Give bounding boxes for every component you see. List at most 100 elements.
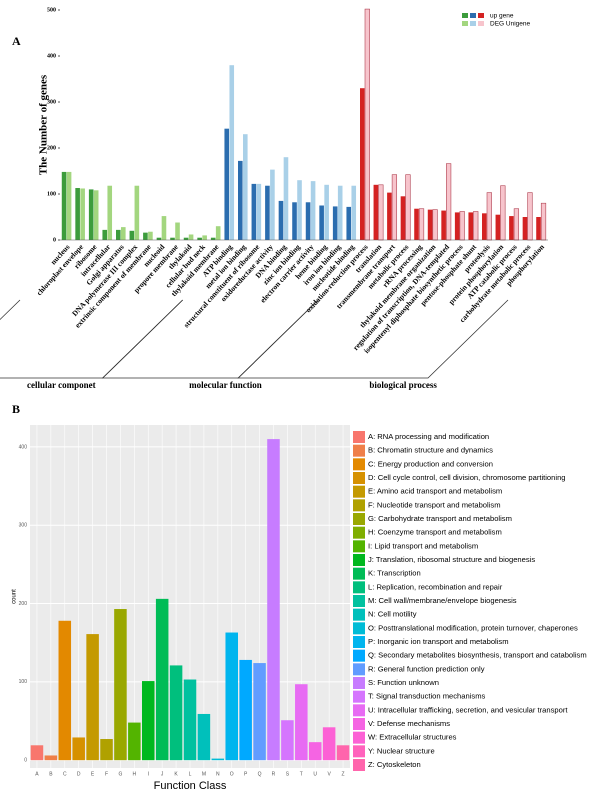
x-tick-label: U <box>313 771 317 777</box>
bar <box>432 209 438 241</box>
group-bracket <box>101 299 319 379</box>
bar <box>161 216 167 240</box>
bar <box>215 226 221 240</box>
legend-swatch <box>353 540 365 553</box>
bar <box>142 681 155 761</box>
legend-label: H: Coenzyme transport and metabolism <box>368 528 502 537</box>
legend-swatch <box>353 636 365 648</box>
y-tick-label: 500 <box>47 7 56 13</box>
bar <box>66 171 72 240</box>
legend-label: Z: Cytoskeleton <box>368 760 421 769</box>
bar <box>319 205 324 240</box>
legend-swatch <box>353 745 365 758</box>
bar <box>346 206 352 240</box>
x-tick-label: N <box>216 771 220 777</box>
legend-swatch <box>353 622 365 635</box>
bar <box>305 202 311 240</box>
bar <box>332 206 338 240</box>
legend-label: L: Replication, recombination and repair <box>368 582 503 591</box>
bar <box>270 169 275 240</box>
x-tick-label: G <box>118 771 122 777</box>
bar <box>229 65 235 240</box>
bar <box>513 208 520 241</box>
bar <box>58 620 72 761</box>
legend-label: C: Energy production and conversion <box>368 459 493 468</box>
bar <box>224 128 230 240</box>
bar <box>86 634 99 761</box>
bar <box>170 237 175 240</box>
bar <box>128 722 141 761</box>
legend-label: Q: Secondary metabolites biosynthesis, t… <box>368 651 587 660</box>
x-tick-label: O <box>230 771 234 777</box>
legend-swatch <box>353 718 365 730</box>
bar <box>391 174 398 241</box>
legend-swatch <box>353 526 365 539</box>
legend-label: A: RNA processing and modification <box>368 432 489 441</box>
legend-label: R: General function prediction only <box>368 664 485 673</box>
x-tick-label: B <box>49 771 53 777</box>
legend-label: E: Amino acid transport and metabolism <box>368 487 502 496</box>
y-axis-label: count <box>12 589 18 604</box>
bar <box>405 174 411 241</box>
legend-label: B: Chromatin structure and dynamics <box>368 446 493 455</box>
bar <box>134 185 140 240</box>
bar <box>495 214 501 240</box>
bar <box>148 231 153 240</box>
legend-label: P: Inorganic ion transport and metabolis… <box>368 637 509 646</box>
bar <box>427 209 433 240</box>
bar <box>30 745 44 761</box>
bar <box>324 184 329 240</box>
legend-label: T: Signal transduction mechanisms <box>368 692 486 701</box>
legend-label: up gene <box>490 13 514 20</box>
bar <box>156 237 162 240</box>
y-tick-label: 0 <box>53 237 56 243</box>
bar <box>175 222 180 240</box>
legend-label: V: Defense mechanisms <box>368 719 450 728</box>
bar <box>360 88 365 240</box>
y-axis-label: The Number of genes <box>38 74 50 175</box>
legend-swatch <box>462 13 468 18</box>
legend-swatch <box>353 567 365 580</box>
x-tick-label: C <box>63 771 67 777</box>
bar <box>473 211 479 241</box>
legend-label: K: Transcription <box>368 569 421 578</box>
legend-label: U: Intracellular trafficking, secretion,… <box>368 705 568 714</box>
bar <box>454 212 460 240</box>
bar <box>337 185 343 240</box>
legend-swatch <box>353 731 365 744</box>
bar <box>129 230 135 240</box>
legend-swatch <box>353 608 365 621</box>
bar <box>183 679 197 761</box>
legend-swatch <box>353 581 365 594</box>
bar <box>183 237 189 240</box>
legend-swatch <box>353 690 365 703</box>
x-tick-label: R <box>272 771 276 777</box>
group-label: biological process <box>369 380 437 390</box>
x-tick-label: P <box>244 771 248 777</box>
x-tick-label: S <box>286 771 290 777</box>
bar <box>536 217 541 240</box>
bar <box>88 189 94 240</box>
legend-swatch <box>353 554 365 566</box>
bar <box>202 235 207 240</box>
y-tick-label: 100 <box>19 679 28 685</box>
y-tick-label: 200 <box>47 145 56 151</box>
bar <box>459 211 465 241</box>
x-tick-label: D <box>77 771 81 777</box>
x-tick-label: K <box>174 771 178 777</box>
bar <box>188 234 194 240</box>
group-label: molecular function <box>189 380 262 390</box>
legend-swatch <box>462 21 468 26</box>
x-tick-label: J <box>161 771 164 777</box>
legend-label: J: Translation, ribosomal structure and … <box>368 555 535 564</box>
legend-swatch <box>353 444 365 457</box>
bar <box>267 439 280 761</box>
x-tick-label: V <box>327 771 331 777</box>
legend-swatch <box>353 513 365 525</box>
x-tick-label: Q <box>258 771 262 777</box>
bar <box>310 181 316 240</box>
bar <box>197 237 202 240</box>
x-tick-label: M <box>202 771 206 777</box>
y-tick-label: 300 <box>47 99 56 105</box>
legend-swatch <box>353 595 365 607</box>
